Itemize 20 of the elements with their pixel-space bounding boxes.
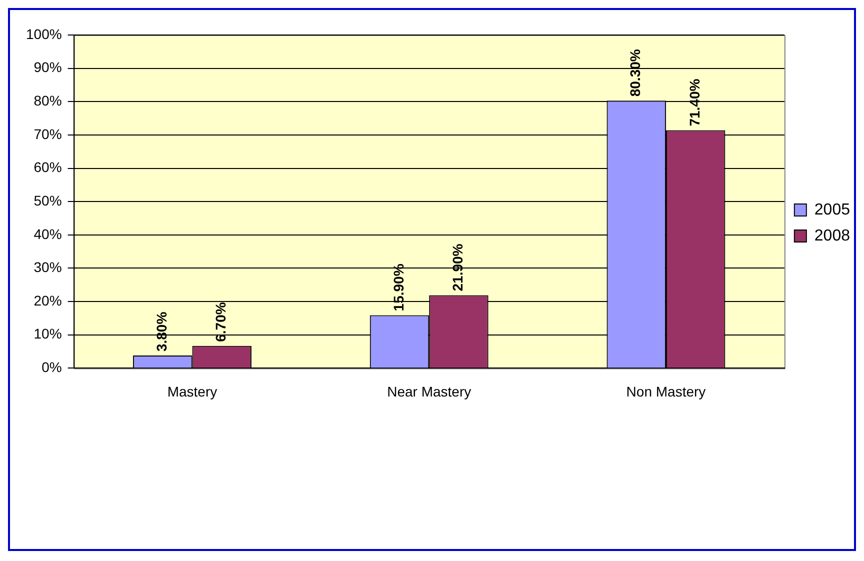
legend-label: 2005 [814, 201, 850, 218]
x-tick-label: Non Mastery [626, 383, 706, 400]
y-tick-label: 60% [34, 159, 62, 176]
y-tick-label: 80% [34, 92, 62, 108]
y-tick-label: 0% [42, 359, 62, 376]
y-tick-label: 40% [34, 226, 62, 242]
y-tick-label: 30% [34, 259, 62, 276]
y-tick-label: 50% [34, 192, 62, 208]
data-label: 3.80% [153, 311, 170, 352]
y-tick-label: 90% [34, 59, 62, 76]
y-tick-label: 100% [26, 26, 62, 42]
legend-label: 2008 [814, 227, 850, 244]
y-tick-label: 70% [34, 126, 62, 142]
x-tick-label: Near Mastery [387, 383, 472, 400]
x-tick-label: Mastery [167, 383, 218, 400]
data-label: 6.70% [212, 302, 229, 342]
data-label: 21.90% [450, 243, 466, 292]
data-label: 80.30% [627, 48, 644, 97]
y-tick-label: 20% [34, 292, 62, 308]
y-tick-label: 10% [34, 326, 62, 342]
